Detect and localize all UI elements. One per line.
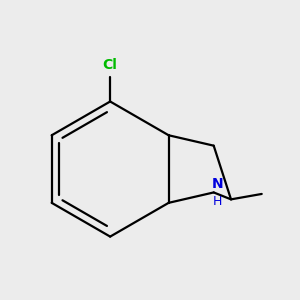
Text: H: H (212, 195, 222, 208)
Text: Cl: Cl (103, 58, 118, 72)
Text: N: N (211, 177, 223, 191)
